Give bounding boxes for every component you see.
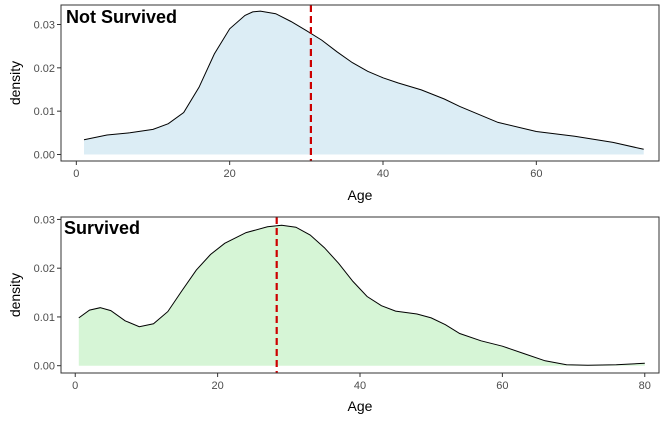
y-tick-label: 0.02 <box>34 263 55 275</box>
y-tick-label: 0.01 <box>34 106 55 118</box>
y-tick-label: 0.00 <box>34 361 55 373</box>
y-tick-label: 0.00 <box>34 150 55 162</box>
x-axis-title: Age <box>348 398 373 414</box>
panel-title: Survived <box>64 218 140 238</box>
density-area-2 <box>78 225 645 366</box>
x-tick-label: 40 <box>354 380 366 392</box>
x-tick-label: 80 <box>639 380 651 392</box>
x-tick-label: 60 <box>530 168 542 180</box>
density-area-1 <box>84 11 644 155</box>
y-tick-label: 0.03 <box>34 214 55 226</box>
y-tick-label: 0.02 <box>34 63 55 75</box>
density-curve-1 <box>83 10 644 150</box>
y-tick-label: 0.03 <box>34 20 55 32</box>
x-tick-label: 60 <box>496 380 508 392</box>
x-tick-label: 0 <box>72 380 78 392</box>
y-axis-title: density <box>7 273 23 317</box>
panel-title: Not Survived <box>66 7 177 27</box>
x-tick-label: 20 <box>211 380 223 392</box>
y-axis-title: density <box>7 61 23 105</box>
density-curve-2 <box>78 224 645 366</box>
panel-border-1 <box>60 4 660 162</box>
x-tick-label: 0 <box>73 168 79 180</box>
y-tick-label: 0.01 <box>34 312 55 324</box>
x-tick-label: 40 <box>377 168 389 180</box>
x-tick-label: 20 <box>224 168 236 180</box>
x-axis-title: Age <box>348 187 373 203</box>
